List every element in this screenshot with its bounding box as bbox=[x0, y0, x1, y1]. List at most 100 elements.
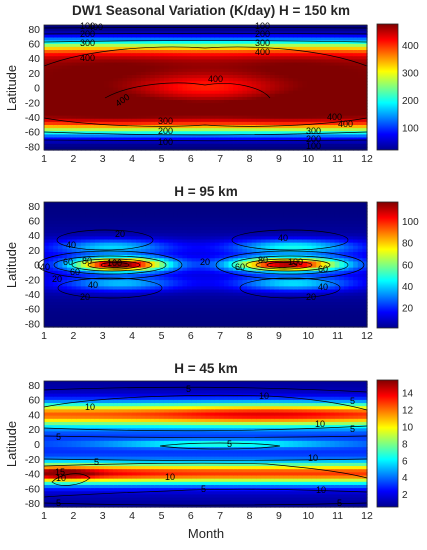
heatmap-cell bbox=[242, 292, 248, 297]
heatmap-cell bbox=[302, 140, 308, 145]
heatmap-cell bbox=[302, 81, 308, 85]
heatmap-cell bbox=[173, 223, 179, 228]
heatmap-cell bbox=[62, 208, 68, 212]
heatmap-cell bbox=[242, 65, 248, 70]
heatmap-cell bbox=[348, 43, 354, 48]
heatmap-cell bbox=[154, 255, 160, 259]
heatmap-cell bbox=[76, 65, 82, 70]
heatmap-cell bbox=[348, 50, 354, 54]
heatmap-cell bbox=[154, 96, 160, 101]
heatmap-cell bbox=[182, 34, 188, 39]
heatmap-cell bbox=[200, 273, 207, 278]
heatmap-cell bbox=[348, 81, 354, 85]
heatmap-cell bbox=[90, 320, 96, 325]
heatmap-cell bbox=[136, 68, 142, 73]
heatmap-cell bbox=[90, 298, 96, 303]
heatmap-cell bbox=[247, 112, 253, 117]
heatmap-cell bbox=[210, 56, 216, 60]
heatmap-cell bbox=[150, 208, 156, 212]
heatmap-cell bbox=[228, 28, 234, 32]
heatmap-cell bbox=[279, 106, 285, 110]
heatmap-cell bbox=[219, 308, 225, 312]
heatmap-cell bbox=[113, 230, 119, 234]
heatmap-cell bbox=[62, 258, 68, 262]
heatmap-cell bbox=[348, 131, 354, 135]
heatmap-cell bbox=[99, 286, 105, 291]
heatmap-cell bbox=[270, 43, 276, 48]
heatmap-cell bbox=[233, 90, 239, 95]
heatmap-cell bbox=[177, 239, 184, 244]
heatmap-cell bbox=[67, 220, 73, 225]
heatmap-cell bbox=[302, 40, 308, 45]
heatmap-cell bbox=[187, 112, 193, 117]
heatmap-cell bbox=[177, 96, 184, 101]
heatmap-cell bbox=[325, 62, 331, 67]
heatmap-cell bbox=[223, 230, 230, 234]
heatmap-cell bbox=[85, 217, 91, 222]
heatmap-cell bbox=[57, 46, 64, 51]
heatmap-cell bbox=[339, 93, 345, 98]
heatmap-cell bbox=[320, 106, 327, 110]
heatmap-cell bbox=[163, 208, 170, 212]
heatmap-cell bbox=[103, 90, 110, 95]
heatmap-cell bbox=[140, 90, 147, 95]
heatmap-cell bbox=[260, 295, 267, 300]
heatmap-cell bbox=[242, 53, 248, 57]
heatmap-cell bbox=[173, 56, 179, 60]
heatmap-cell bbox=[99, 280, 105, 284]
heatmap-cell bbox=[127, 106, 133, 110]
heatmap-cell bbox=[67, 264, 73, 269]
heatmap-cell bbox=[348, 106, 354, 110]
heatmap-cell bbox=[90, 273, 96, 278]
heatmap-cell bbox=[80, 236, 87, 241]
heatmap-cell bbox=[163, 280, 170, 284]
heatmap-cell bbox=[288, 143, 294, 148]
heatmap-cell bbox=[320, 90, 327, 95]
heatmap-cell bbox=[260, 320, 267, 325]
heatmap-cell bbox=[113, 252, 119, 256]
heatmap-cell bbox=[279, 140, 285, 145]
heatmap-cell bbox=[237, 220, 244, 225]
heatmap-cell bbox=[316, 28, 322, 32]
x-tick-label: 12 bbox=[361, 153, 373, 165]
heatmap-cell bbox=[251, 242, 257, 247]
heatmap-cell bbox=[307, 103, 313, 107]
heatmap-cell bbox=[154, 134, 160, 139]
heatmap-cell bbox=[187, 220, 193, 225]
heatmap-cell bbox=[163, 311, 170, 316]
heatmap-cell bbox=[145, 317, 151, 322]
heatmap-cell bbox=[168, 121, 174, 126]
heatmap-cell bbox=[57, 93, 64, 98]
heatmap-cell bbox=[150, 295, 156, 300]
heatmap-cell bbox=[90, 289, 96, 294]
heatmap-cell bbox=[334, 96, 340, 101]
heatmap-cell bbox=[168, 43, 174, 48]
heatmap-cell bbox=[210, 137, 216, 142]
heatmap-cell bbox=[219, 261, 225, 266]
heatmap-cell bbox=[117, 62, 124, 67]
heatmap-cell bbox=[279, 96, 285, 101]
heatmap-cell bbox=[362, 100, 368, 104]
heatmap-cell bbox=[150, 28, 156, 32]
heatmap-cell bbox=[67, 289, 73, 294]
heatmap-cell bbox=[270, 106, 276, 110]
heatmap-cell bbox=[48, 96, 54, 101]
heatmap-cell bbox=[279, 230, 285, 234]
heatmap-cell bbox=[279, 258, 285, 262]
heatmap-cell bbox=[127, 131, 133, 135]
heatmap-cell bbox=[251, 239, 257, 244]
heatmap-cell bbox=[191, 50, 197, 54]
heatmap-cell bbox=[265, 280, 271, 284]
heatmap-cell bbox=[48, 220, 54, 225]
heatmap-cell bbox=[113, 121, 119, 126]
heatmap-cell bbox=[196, 62, 202, 67]
heatmap-cell bbox=[251, 202, 257, 206]
heatmap-cell bbox=[237, 230, 244, 234]
heatmap-cell bbox=[233, 295, 239, 300]
heatmap-cell bbox=[131, 298, 137, 303]
heatmap-cell bbox=[196, 140, 202, 145]
heatmap-cell bbox=[94, 305, 100, 309]
heatmap-cell bbox=[99, 25, 105, 29]
heatmap-cell bbox=[85, 146, 91, 151]
heatmap-cell bbox=[122, 317, 128, 322]
